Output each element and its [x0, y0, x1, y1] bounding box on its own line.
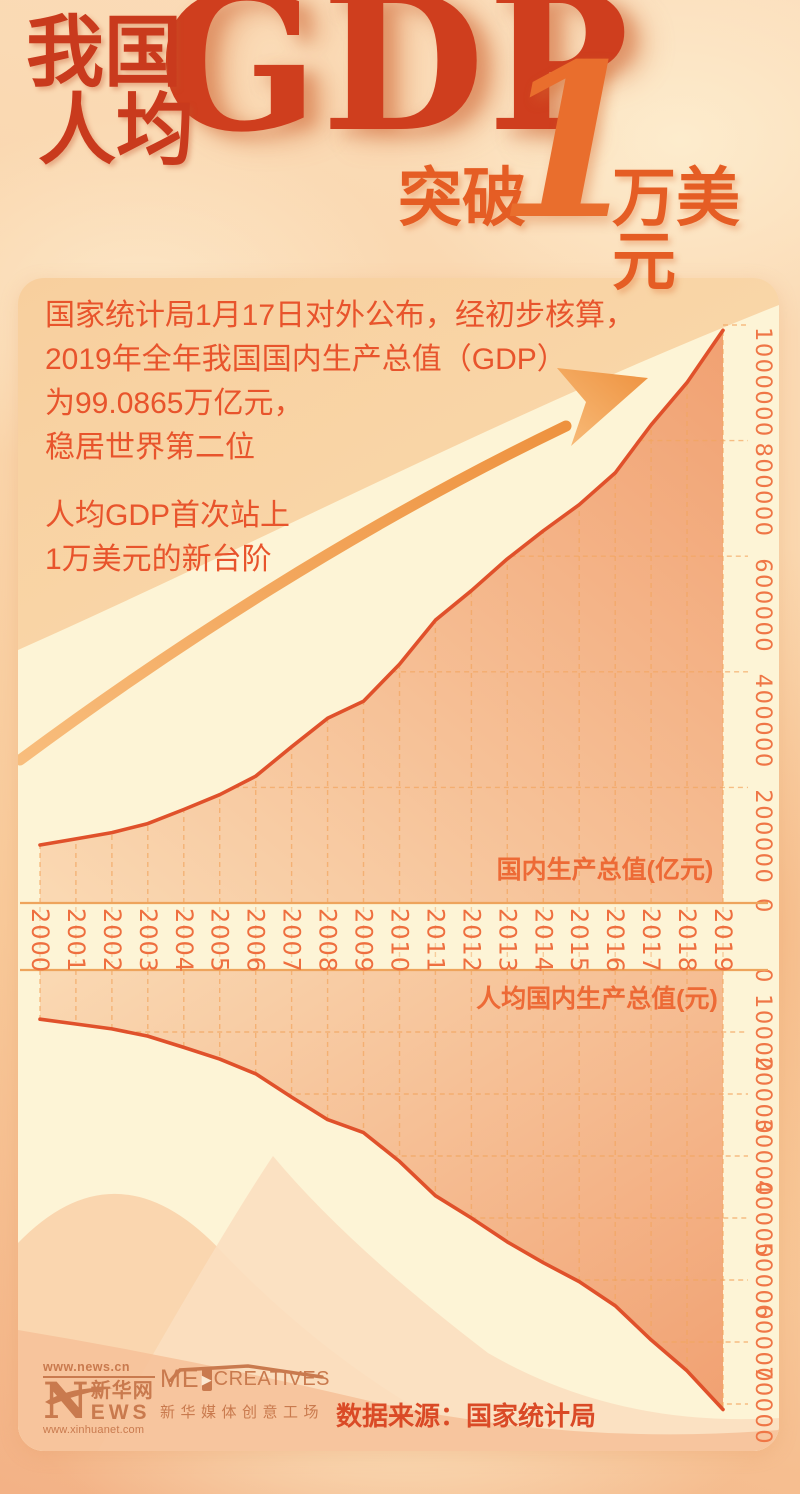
- data-source-text: 数据来源：国家统计局: [336, 1401, 597, 1431]
- intro-text-block: 国家统计局1月17日对外公布，经初步核算， 2019年全年我国国内生产总值（GD…: [45, 294, 635, 582]
- chart-gdp-ytick-label: 400000: [750, 674, 776, 769]
- year-label: 2005: [206, 908, 234, 973]
- intro-gap: [45, 470, 635, 494]
- xinhuanet-logo-mark: N 新华网 EWS: [43, 1376, 155, 1425]
- intro-line: 为99.0865万亿元，: [45, 387, 304, 420]
- chart-percap-ytick-label: 70000: [750, 1366, 776, 1445]
- xinhuanet-swoosh-icon: [45, 1387, 113, 1405]
- intro-line: 国家统计局1月17日对外公布，经初步核算，: [45, 299, 636, 332]
- year-label: 2016: [601, 908, 629, 973]
- chart-gdp-line: [38, 328, 725, 847]
- intro-line: 2019年全年我国国内生产总值（GDP）: [45, 343, 567, 376]
- year-label: 2007: [278, 908, 306, 973]
- chart-gdp-ytick-label: 800000: [750, 443, 776, 538]
- chart-percap-area: [40, 970, 723, 1410]
- year-label: 2009: [350, 908, 378, 973]
- year-label: 2012: [457, 908, 485, 973]
- chart-percap-ytick-label: 0: [750, 968, 776, 984]
- title-wan-usd: 万美元: [612, 162, 740, 298]
- year-label: 2015: [565, 908, 593, 973]
- year-label: 2003: [134, 908, 162, 973]
- title-left-line1: 我国: [26, 7, 183, 98]
- title-left-line2: 人均: [38, 85, 195, 176]
- chart-gdp-ytick-label: 600000: [750, 558, 776, 653]
- chart-gdp-ytick-label: 200000: [750, 789, 776, 884]
- chart-percap-ytick-label: 20000: [750, 1056, 776, 1135]
- year-label: 2004: [170, 908, 198, 973]
- year-label: 2002: [98, 908, 126, 973]
- chart-gdp-area: [40, 330, 723, 903]
- medcreatives-roof-icon: [168, 1364, 324, 1382]
- year-label: 2017: [637, 908, 665, 973]
- year-label: 2010: [386, 908, 414, 973]
- medcreatives-logo: ME ▶ CREATIVES 新华媒体创意工场: [160, 1364, 330, 1422]
- year-label: 2001: [62, 908, 90, 973]
- infographic-card: 0 200000 400000 600000 800000 1000000 0 10000 20…: [18, 278, 779, 1451]
- title-left: 我国 人均: [26, 14, 194, 170]
- year-label: 2013: [493, 908, 521, 973]
- year-label: 2008: [314, 908, 342, 973]
- year-label: 2018: [673, 908, 701, 973]
- year-label: 2011: [421, 908, 449, 973]
- chart-gdp-ytick-label: 1000000: [750, 327, 776, 438]
- year-label: 2006: [242, 908, 270, 973]
- intro-highlight-line: 人均GDP首次站上: [45, 499, 291, 532]
- chart-percap-ytick-label: 10000: [750, 994, 776, 1073]
- xinhuanet-logo: www.news.cn N 新华网 EWS www.xinhuanet.com: [43, 1360, 155, 1436]
- intro-line: 稳居世界第二位: [45, 431, 255, 464]
- medcreatives-subtitle: 新华媒体创意工场: [160, 1404, 325, 1421]
- intro-highlight-line: 1万美元的新台阶: [45, 543, 272, 576]
- year-label: 2019: [709, 908, 737, 973]
- year-label: 2000: [26, 908, 54, 973]
- chart-gdp-ytick-label: 0: [750, 898, 776, 914]
- year-label: 2014: [529, 908, 557, 973]
- chart2-title: 人均国内生产总值(元): [476, 985, 718, 1013]
- chart1-title: 国内生产总值(亿元): [497, 856, 714, 884]
